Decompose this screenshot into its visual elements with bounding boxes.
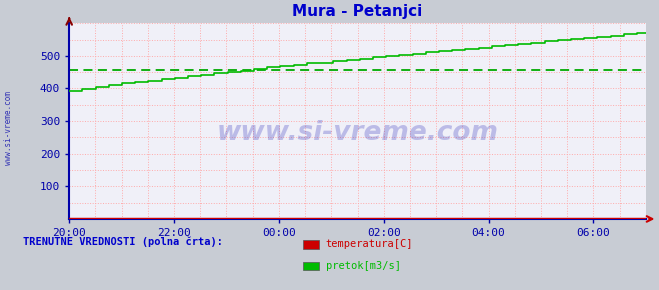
Text: www.si-vreme.com: www.si-vreme.com xyxy=(4,90,13,165)
Text: www.si-vreme.com: www.si-vreme.com xyxy=(217,120,498,146)
Title: Mura - Petanjci: Mura - Petanjci xyxy=(293,4,422,19)
Text: pretok[m3/s]: pretok[m3/s] xyxy=(326,261,401,271)
Text: temperatura[C]: temperatura[C] xyxy=(326,240,413,249)
Text: TRENUTNE VREDNOSTI (polna črta):: TRENUTNE VREDNOSTI (polna črta): xyxy=(23,237,223,247)
